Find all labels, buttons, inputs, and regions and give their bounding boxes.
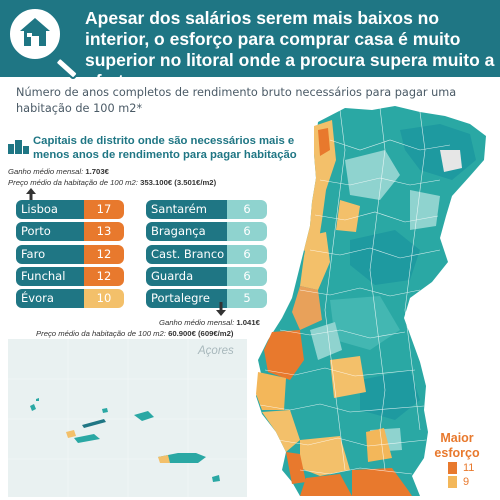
capital-name: Funchal — [16, 266, 84, 286]
stat-label: Preço médio da habitação de 100 m2: — [36, 329, 166, 338]
stat-label: Ganho médio mensal: — [159, 318, 235, 327]
capital-row: Portalegre 5 — [146, 289, 267, 309]
capital-row: Cast. Branco 6 — [146, 244, 267, 264]
legend-value: 9 — [463, 476, 470, 488]
capital-years: 6 — [227, 200, 267, 219]
stat-value: 1.041€ — [236, 318, 260, 327]
capital-years: 6 — [227, 244, 267, 264]
capital-years: 12 — [84, 266, 124, 286]
island-graciosa — [102, 408, 108, 413]
capital-name: Faro — [16, 244, 84, 264]
stat-value: 60.900€ (609€/m2) — [168, 329, 234, 338]
page-title: Apesar dos salários serem mais baixos no… — [85, 8, 495, 91]
stat-label: Ganho médio mensal: — [8, 167, 84, 176]
stat-label: Preço médio da habitação de 100 m2: — [8, 178, 138, 187]
capital-name: Cast. Branco — [146, 244, 227, 264]
island-sao-jorge — [82, 419, 106, 428]
legend-value: 11 — [463, 462, 475, 474]
island-pico — [74, 434, 100, 443]
stat-value: 353.100€ (3.501€/m2) — [140, 178, 217, 187]
high-price-stat: Preço médio da habitação de 100 m2: 353.… — [8, 177, 216, 188]
low-wage-stat: Ganho médio mensal: 1.041€ — [159, 317, 260, 328]
legend-swatch — [448, 476, 457, 488]
island-santa-maria — [212, 475, 220, 482]
capital-name: Bragança — [146, 222, 227, 242]
azores-inset — [8, 339, 247, 497]
capital-years: 13 — [84, 222, 124, 242]
legend-swatch — [448, 462, 457, 474]
stat-value: 1.703€ — [85, 167, 109, 176]
capital-row: Porto 13 — [16, 222, 124, 242]
island-terceira — [134, 411, 154, 421]
capital-row: Bragança 6 — [146, 222, 267, 242]
capital-row: Évora 10 — [16, 289, 124, 309]
capital-row: Lisboa 17 — [16, 200, 124, 219]
island-corvo — [36, 398, 39, 401]
capital-name: Santarém — [146, 200, 227, 219]
house-search-icon — [20, 18, 50, 46]
capital-row: Santarém 6 — [146, 200, 267, 219]
island-faial — [66, 430, 76, 438]
legend-item: 11 — [448, 462, 474, 474]
header-banner — [0, 0, 500, 77]
island-flores — [30, 404, 36, 411]
capital-years: 6 — [227, 266, 267, 286]
capital-name: Lisboa — [16, 200, 84, 219]
legend-title: Maior esforço — [434, 431, 480, 460]
capital-years: 6 — [227, 222, 267, 242]
capital-row: Guarda 6 — [146, 266, 267, 286]
legend-item: 9 — [448, 476, 469, 488]
capital-years: 10 — [84, 289, 124, 309]
capital-years: 12 — [84, 244, 124, 264]
capital-name: Guarda — [146, 266, 227, 286]
island-sao-miguel — [158, 453, 206, 463]
azores-map — [8, 339, 247, 497]
capital-name: Porto — [16, 222, 84, 242]
capital-years: 5 — [227, 289, 267, 309]
capital-row: Funchal 12 — [16, 266, 124, 286]
arrow-down-icon — [216, 302, 226, 316]
capitals-title: Capitais de distrito onde são necessário… — [33, 135, 297, 161]
buildings-icon — [8, 140, 29, 154]
capital-name: Évora — [16, 289, 84, 309]
capital-years: 17 — [84, 200, 124, 219]
arrow-up-icon — [26, 188, 36, 202]
azores-label: Açores — [198, 345, 234, 357]
low-price-stat: Preço médio da habitação de 100 m2: 60.9… — [36, 328, 233, 339]
capital-name: Portalegre — [146, 289, 227, 309]
high-wage-stat: Ganho médio mensal: 1.703€ — [8, 166, 109, 177]
capital-row: Faro 12 — [16, 244, 124, 264]
page-subtitle: Número de anos completos de rendimento b… — [16, 86, 457, 115]
